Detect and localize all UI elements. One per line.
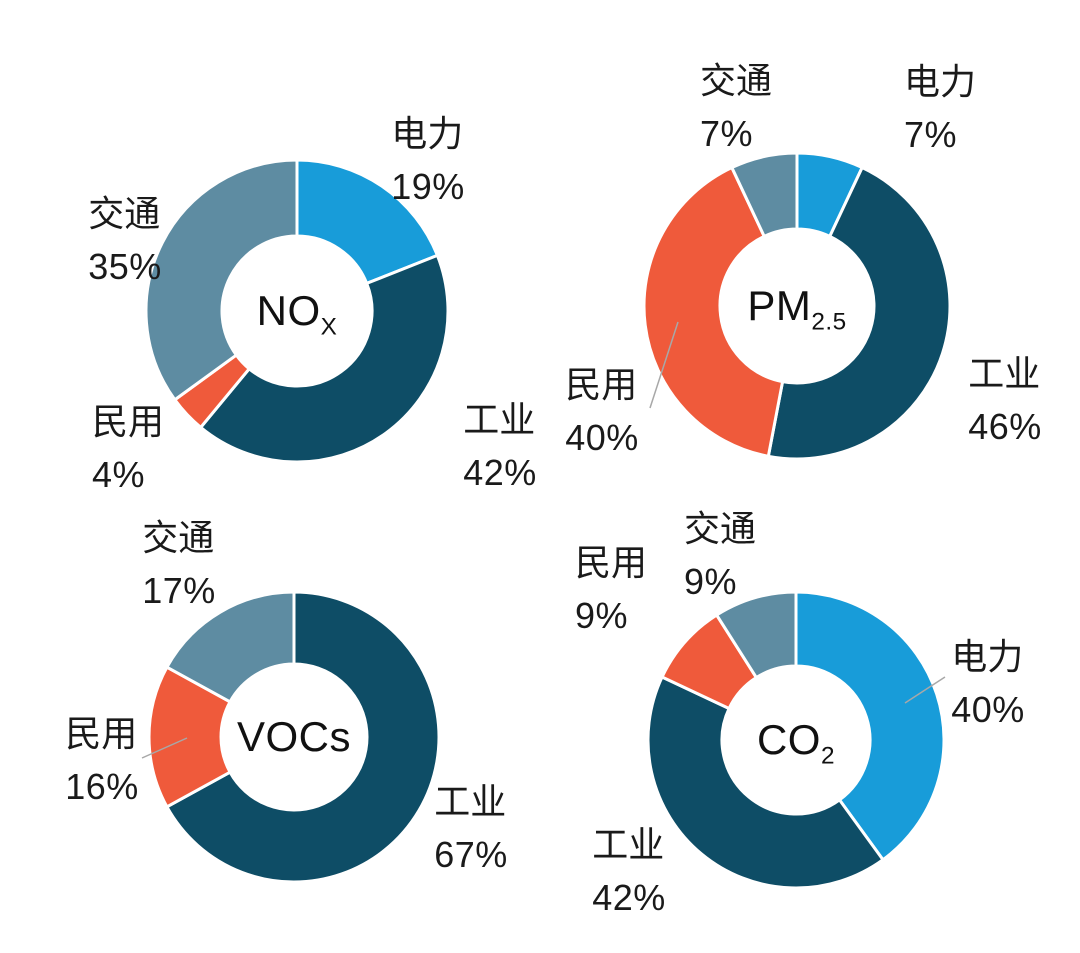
- slice-label-nox-power: 电力 19%: [391, 107, 465, 213]
- slice-name-pm25-industry: 工业: [968, 353, 1041, 394]
- slice-name-vocs-industry: 工业: [434, 781, 507, 822]
- slice-value-vocs-transport: 17%: [142, 570, 216, 611]
- slice-value-nox-power: 19%: [391, 166, 465, 207]
- slice-label-co2-power: 电力 40%: [951, 630, 1025, 736]
- slice-label-vocs-residential: 民用 16%: [65, 707, 139, 813]
- slice-label-vocs-industry: 工业 67%: [434, 775, 508, 881]
- leader-line-pm25-residential: [649, 321, 679, 409]
- slice-vocs-industry: [164, 590, 441, 884]
- slice-nox-power: [295, 158, 440, 286]
- slice-value-pm25-transport: 7%: [699, 113, 754, 154]
- slice-label-co2-residential: 民用 9%: [575, 536, 647, 642]
- slice-label-co2-industry: 工业 42%: [592, 818, 666, 924]
- slice-value-co2-transport: 9%: [683, 561, 738, 602]
- slice-pm25-residential: [642, 165, 785, 459]
- slice-co2-transport: [714, 590, 798, 680]
- slice-label-pm25-residential: 民用 40%: [565, 358, 639, 464]
- slice-name-co2-transport: 交通: [683, 508, 757, 549]
- slice-value-vocs-industry: 67%: [434, 834, 508, 875]
- slice-value-pm25-power: 7%: [903, 114, 958, 155]
- slice-vocs-transport: [164, 590, 296, 704]
- slice-name-co2-industry: 工业: [592, 824, 665, 865]
- slice-value-pm25-industry: 46%: [968, 406, 1042, 447]
- slice-name-nox-industry: 工业: [463, 399, 536, 440]
- slice-pm25-industry: [766, 165, 952, 461]
- chart-title-pm25: PM2.5: [747, 282, 847, 336]
- slice-name-nox-power: 电力: [391, 113, 464, 154]
- leader-line-vocs-residential: [141, 737, 188, 759]
- slice-label-pm25-power: 电力 7%: [904, 55, 976, 161]
- slice-label-nox-residential: 民用 4%: [92, 395, 164, 501]
- slice-value-nox-residential: 4%: [91, 454, 146, 495]
- slice-label-nox-transport: 交通 35%: [88, 187, 162, 293]
- slice-name-pm25-transport: 交通: [699, 60, 773, 101]
- slice-name-co2-residential: 民用: [574, 542, 648, 583]
- slice-label-co2-transport: 交通 9%: [684, 502, 756, 608]
- slice-name-pm25-residential: 民用: [565, 364, 638, 405]
- slice-value-nox-transport: 35%: [88, 246, 162, 287]
- slice-label-pm25-transport: 交通 7%: [700, 54, 772, 160]
- slice-value-pm25-residential: 40%: [565, 417, 639, 458]
- slice-value-nox-industry: 42%: [463, 452, 537, 493]
- slice-label-pm25-industry: 工业 46%: [968, 347, 1042, 453]
- slice-nox-industry: [198, 253, 450, 464]
- slice-pm25-transport: [729, 151, 799, 239]
- slice-name-nox-residential: 民用: [91, 401, 165, 442]
- slice-name-vocs-residential: 民用: [65, 713, 138, 754]
- slice-value-co2-residential: 9%: [574, 595, 629, 636]
- chart-title-co2: CO2: [756, 716, 836, 770]
- slice-value-vocs-residential: 16%: [65, 766, 139, 807]
- slice-value-co2-power: 40%: [951, 689, 1025, 730]
- slice-co2-industry: [646, 674, 886, 890]
- slice-co2-power: [794, 590, 946, 862]
- slice-name-pm25-power: 电力: [903, 61, 977, 102]
- slice-label-vocs-transport: 交通 17%: [142, 511, 216, 617]
- slice-name-vocs-transport: 交通: [142, 517, 215, 558]
- slice-value-co2-industry: 42%: [592, 877, 666, 918]
- chart-title-nox: NOX: [256, 287, 338, 341]
- slice-name-nox-transport: 交通: [88, 193, 161, 234]
- slice-label-nox-industry: 工业 42%: [463, 393, 537, 499]
- chart-title-vocs: VOCs: [236, 713, 352, 760]
- slice-name-co2-power: 电力: [951, 636, 1024, 677]
- leader-line-co2-power: [904, 676, 946, 704]
- slice-nox-transport: [144, 158, 299, 402]
